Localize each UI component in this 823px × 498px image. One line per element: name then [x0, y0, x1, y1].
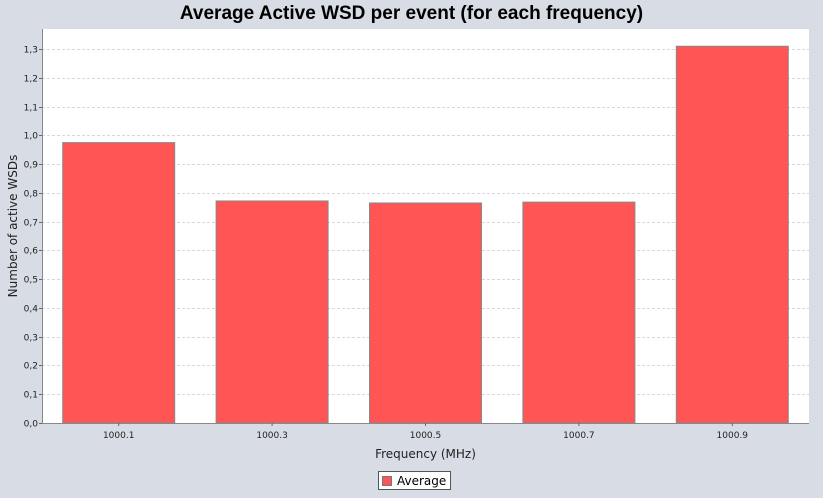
y-tick-label: 1,1 — [24, 104, 38, 114]
bar — [369, 202, 482, 424]
y-tick-label: 1,3 — [24, 46, 38, 56]
y-tick-label: 0,5 — [24, 276, 38, 286]
x-tick-label: 1000.9 — [717, 431, 749, 441]
x-tick-label: 1000.5 — [410, 431, 442, 441]
y-tick-label: 0,2 — [24, 362, 38, 372]
chart-title: Average Active WSD per event (for each f… — [179, 3, 644, 24]
x-axis-title: Frequency (MHz) — [375, 447, 476, 461]
axes: 0,0 0,1 0,2 0,3 0,4 0,5 0,6 0,7 0,8 0,9 1,0 1,1 1,2 1… — [24, 29, 809, 441]
y-axis-title: Number of active WSDs — [6, 155, 20, 298]
bars — [62, 45, 789, 424]
legend: Average — [378, 471, 452, 490]
y-tick-label: 0,4 — [24, 305, 39, 315]
x-tick-label: 1000.7 — [563, 431, 595, 441]
y-tick-label: 0,0 — [24, 420, 39, 430]
bar — [675, 45, 789, 424]
y-tick-label: 1,0 — [24, 132, 39, 142]
y-tick-label: 0,7 — [24, 219, 38, 229]
y-tick-label: 0,9 — [24, 161, 39, 171]
y-tick-label: 0,6 — [24, 247, 39, 257]
x-tick-label: 1000.3 — [256, 431, 288, 441]
bar — [62, 142, 176, 424]
y-tick-label: 1,2 — [24, 75, 38, 85]
y-tick-label: 0,1 — [24, 391, 38, 401]
bar — [215, 200, 329, 424]
y-tick-label: 0,3 — [24, 334, 38, 344]
bar — [522, 201, 636, 424]
x-tick-label: 1000.1 — [103, 431, 135, 441]
legend-swatch — [382, 475, 392, 486]
y-tick-label: 0,8 — [24, 190, 39, 200]
legend-label: Average — [397, 473, 447, 488]
